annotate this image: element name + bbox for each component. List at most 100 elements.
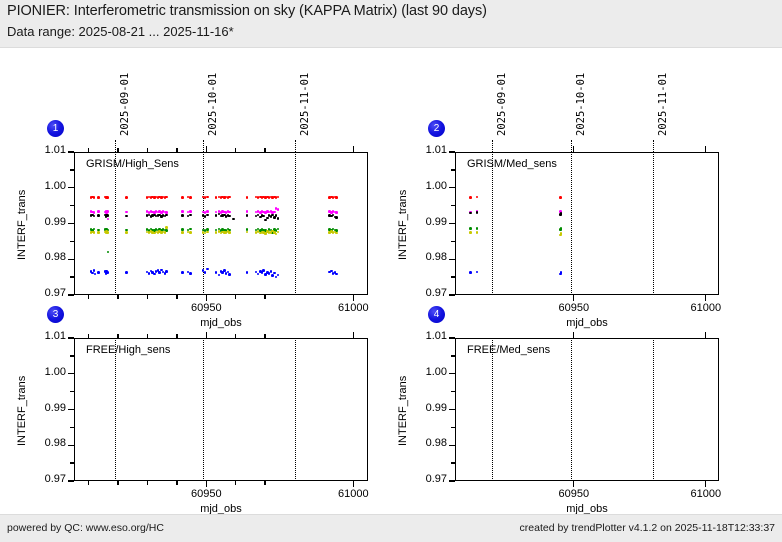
- data-point: [264, 211, 267, 214]
- data-point: [254, 231, 258, 234]
- data-point: [262, 231, 266, 234]
- data-point: [147, 213, 151, 217]
- data-point: [156, 228, 160, 232]
- data-point: [271, 229, 274, 233]
- y-tick: [449, 408, 455, 411]
- x-minor-tick: [117, 481, 119, 485]
- panel-badge-1[interactable]: 1: [47, 120, 64, 137]
- y-tick: [68, 444, 74, 446]
- data-point: [161, 230, 165, 234]
- data-point: [328, 231, 331, 234]
- data-point: [271, 231, 274, 234]
- data-point: [203, 228, 207, 232]
- y-minor-tick: [451, 240, 455, 243]
- panel-badge-4[interactable]: 4: [428, 306, 445, 323]
- data-point: [254, 214, 258, 218]
- data-point: [330, 230, 333, 233]
- data-point: [331, 272, 335, 275]
- y-tick-label: 0.99: [44, 215, 66, 228]
- data-point: [328, 196, 331, 199]
- data-point: [276, 195, 280, 199]
- page-title: PIONIER: Interferometric transmission on…: [7, 3, 487, 19]
- data-point: [181, 196, 184, 199]
- data-point: [145, 230, 149, 234]
- data-point: [188, 231, 192, 235]
- y-tick-label: 0.97: [425, 473, 447, 485]
- data-point: [331, 196, 335, 199]
- data-point: [271, 196, 274, 199]
- data-point: [221, 210, 224, 213]
- data-point: [331, 227, 335, 231]
- data-point: [232, 217, 236, 221]
- x-tick-label: 60950: [558, 488, 590, 500]
- data-point: [201, 195, 205, 199]
- data-point: [475, 270, 479, 274]
- data-point: [188, 272, 192, 275]
- plot-frame-1[interactable]: [74, 152, 368, 295]
- data-point: [328, 270, 331, 274]
- data-point: [219, 214, 223, 218]
- data-point: [226, 230, 230, 233]
- data-point: [156, 214, 160, 217]
- data-point: [245, 230, 249, 234]
- data-point: [92, 211, 96, 214]
- data-point: [165, 195, 169, 199]
- x-tick: [705, 481, 707, 487]
- y-tick: [68, 337, 74, 339]
- date-gridline: [294, 152, 296, 295]
- date-gridline: [203, 152, 205, 295]
- data-point: [256, 227, 260, 231]
- y-minor-tick: [451, 426, 455, 429]
- data-point: [273, 210, 276, 214]
- x-tick-label: 60950: [191, 488, 222, 500]
- data-point: [274, 232, 278, 236]
- data-point: [226, 196, 230, 199]
- data-point: [188, 227, 192, 231]
- date-gridline: [571, 152, 573, 295]
- data-point: [151, 195, 154, 199]
- date-gridline: [491, 338, 493, 481]
- data-point: [105, 269, 109, 273]
- data-point: [145, 228, 149, 231]
- panel-badge-2[interactable]: 2: [428, 120, 445, 137]
- y-minor-tick: [451, 355, 455, 357]
- x-tick-top: [352, 146, 354, 152]
- y-tick-label: 1.00: [425, 365, 447, 378]
- plot-frame-3[interactable]: [74, 338, 368, 481]
- data-point: [267, 272, 271, 275]
- data-point: [89, 214, 93, 217]
- data-point: [201, 214, 205, 217]
- data-point: [206, 210, 209, 213]
- data-point: [260, 196, 264, 199]
- data-point: [254, 228, 258, 232]
- data-point: [160, 268, 163, 272]
- y-tick-label: 0.98: [425, 251, 447, 264]
- data-point: [469, 231, 472, 235]
- data-point: [163, 210, 167, 214]
- x-minor-tick: [176, 295, 178, 299]
- x-minor-tick: [264, 481, 266, 485]
- y-tick-label: 1.01: [44, 330, 66, 342]
- plot-frame-4[interactable]: [455, 338, 719, 481]
- data-point: [153, 272, 156, 276]
- data-point: [558, 196, 562, 199]
- data-point: [149, 269, 153, 273]
- data-point: [328, 210, 331, 213]
- data-point: [149, 209, 153, 213]
- data-point: [214, 228, 218, 232]
- x-minor-tick: [235, 295, 237, 299]
- data-point: [469, 227, 472, 231]
- data-point: [271, 274, 274, 277]
- data-point: [154, 270, 158, 273]
- data-point: [104, 231, 108, 235]
- y-tick-label: 0.99: [425, 215, 447, 228]
- data-point: [97, 210, 100, 213]
- data-point: [276, 217, 280, 220]
- plot-frame-2[interactable]: [455, 152, 719, 295]
- panel-badge-3[interactable]: 3: [47, 306, 64, 323]
- date-gridline: [653, 152, 654, 295]
- x-minor-tick-top: [117, 148, 119, 152]
- data-point: [258, 231, 262, 235]
- data-point: [163, 231, 167, 234]
- data-point: [245, 214, 249, 217]
